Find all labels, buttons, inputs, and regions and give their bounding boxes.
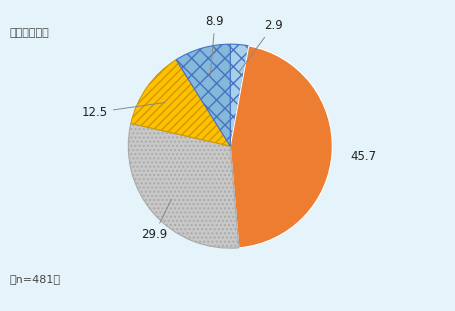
Text: （単位：％）: （単位：％） bbox=[9, 28, 49, 38]
Text: 2.9: 2.9 bbox=[238, 19, 282, 73]
Text: 12.5: 12.5 bbox=[81, 103, 165, 119]
Wedge shape bbox=[131, 60, 230, 146]
Wedge shape bbox=[230, 44, 248, 146]
Text: （n=481）: （n=481） bbox=[9, 274, 60, 284]
Wedge shape bbox=[230, 46, 332, 248]
Text: 29.9: 29.9 bbox=[141, 199, 171, 241]
Text: 8.9: 8.9 bbox=[205, 15, 224, 75]
Wedge shape bbox=[176, 44, 230, 146]
Text: 45.7: 45.7 bbox=[350, 150, 376, 163]
Wedge shape bbox=[128, 123, 238, 248]
